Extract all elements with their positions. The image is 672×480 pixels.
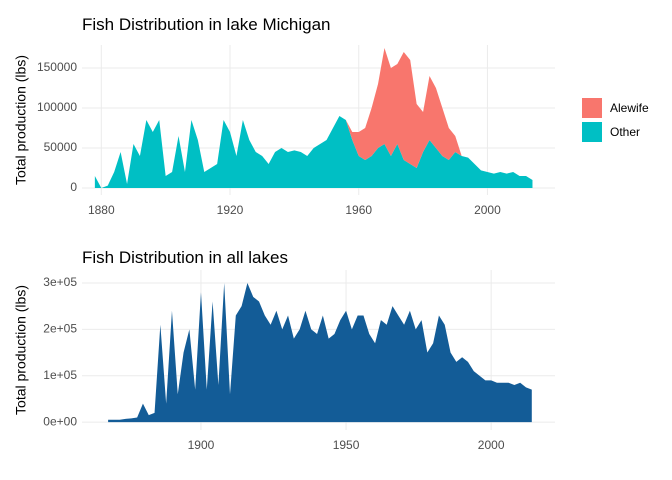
y-tick-label: 2e+05	[43, 322, 77, 336]
legend-swatch	[582, 98, 602, 118]
x-tick-label: 1880	[88, 203, 115, 217]
y-tick-label: 1e+05	[43, 368, 77, 382]
area	[94, 48, 533, 188]
y-tick-label: 150000	[37, 60, 77, 74]
x-tick-label: 1920	[217, 203, 244, 217]
y-tick-label: 0e+00	[43, 414, 77, 428]
y-axis-label: Total production (lbs)	[13, 285, 29, 415]
x-tick-label: 1900	[188, 438, 215, 452]
chart-title: Fish Distribution in lake Michigan	[82, 15, 331, 34]
y-tick-label: 0	[70, 180, 77, 194]
legend-label: Alewife	[610, 101, 649, 115]
legend-swatch	[582, 122, 602, 142]
y-tick-label: 100000	[37, 100, 77, 114]
area	[108, 282, 532, 423]
x-tick-label: 1950	[333, 438, 360, 452]
y-tick-label: 3e+05	[43, 275, 77, 289]
y-tick-label: 50000	[44, 140, 78, 154]
x-tick-label: 2000	[474, 203, 501, 217]
chart-title: Fish Distribution in all lakes	[82, 248, 288, 267]
y-axis-label: Total production (lbs)	[13, 55, 29, 185]
area	[94, 116, 533, 188]
legend-label: Other	[610, 125, 640, 139]
x-tick-label: 2000	[478, 438, 505, 452]
x-tick-label: 1960	[345, 203, 372, 217]
